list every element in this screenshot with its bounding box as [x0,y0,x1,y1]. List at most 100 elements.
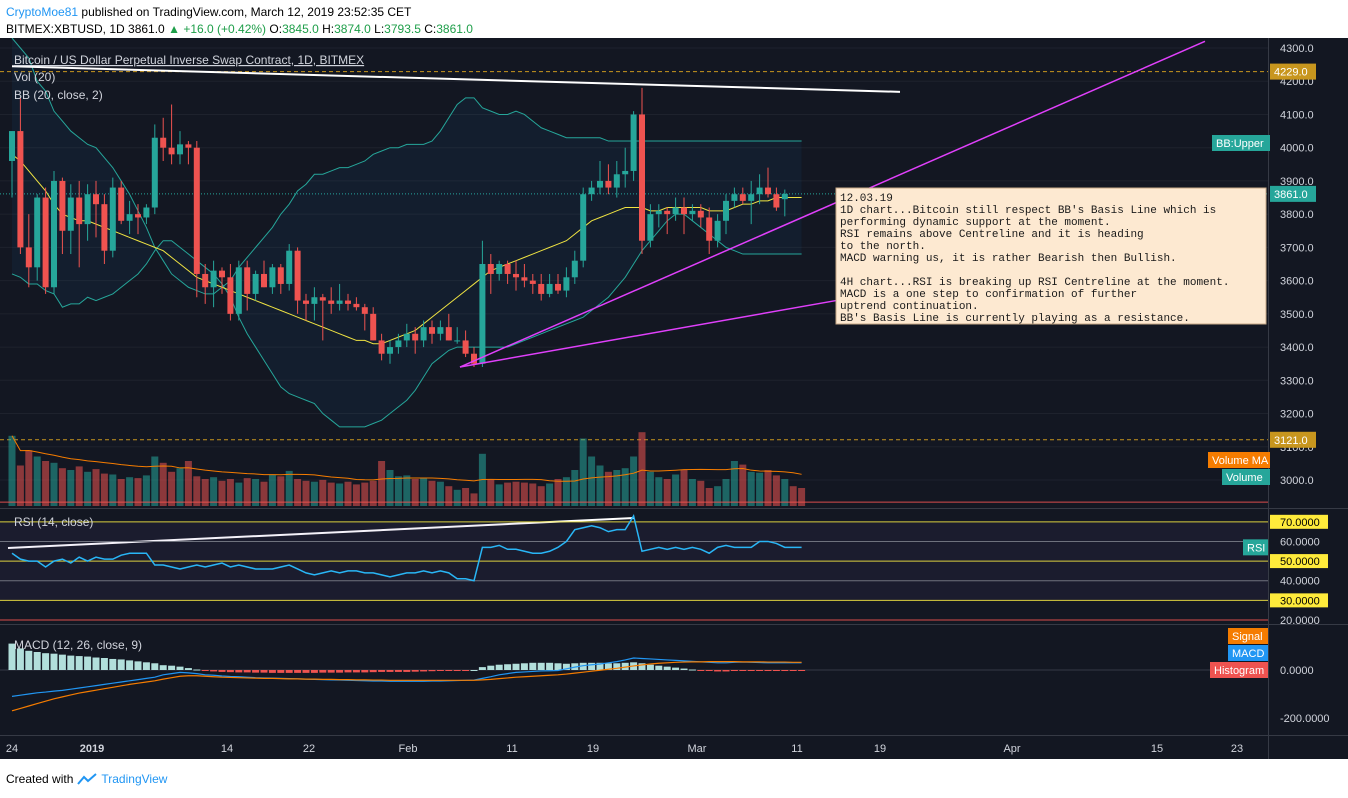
volume-bar [25,450,33,506]
volume-ma-line [11,435,802,482]
candle-body [504,264,511,274]
candle-body [202,273,209,288]
volume-bar [504,482,512,506]
publish-info: CryptoMoe81 published on TradingView.com… [6,5,411,19]
volume-bar [50,462,58,506]
volume-bar [579,438,587,506]
macd-histogram-bar [621,662,629,670]
macd-histogram-bar [42,653,50,670]
macd-histogram-bar [109,658,117,670]
ohlc-close: 3861.0 [436,22,473,36]
macd-histogram-bar [394,670,402,672]
macd-histogram-bar [327,670,335,673]
ohlc-close-label: C: [424,22,437,36]
candle-body [252,273,259,294]
candle-body [345,300,351,304]
volume-bar [638,432,646,506]
candle-body [311,297,318,304]
volume-bar [764,470,772,506]
candle-body [420,327,427,341]
candle-body [235,267,242,314]
volume-bar [352,484,360,506]
macd-tag [1228,645,1268,661]
candle-body [59,180,66,231]
macd-histogram-bar [613,663,621,670]
macd-legend[interactable]: MACD (12, 26, close, 9) [14,638,142,652]
volume-bar [268,474,276,506]
macd-tag-label: Histogram [1214,665,1264,677]
price-tag-label: 4229.0 [1274,67,1308,79]
price-tick-label: 3500.0 [1280,309,1314,321]
candle-body [168,147,175,155]
macd-histogram-bar [294,670,302,673]
macd-histogram-bar [336,670,344,673]
volume-bar [126,477,134,506]
volume-bar [613,470,621,506]
candle-body [219,270,225,278]
candle-body [143,207,150,218]
volume-bar [672,474,680,506]
candle-body [714,220,721,241]
price-tag [1212,135,1270,151]
price-tag-label: Volume MA [1212,455,1269,467]
rsi-series [0,501,1268,621]
macd-histogram-bar [25,650,33,670]
last-price: 3861.0 [128,22,165,36]
ohlc-open-label: O: [269,22,283,36]
rsi-pane[interactable] [0,509,1268,624]
macd-histogram-bar [554,663,562,670]
annotation-line: to the north. [840,241,926,253]
volume-bar [319,479,327,506]
volume-bar [688,479,696,506]
macd-histogram-bar [537,662,545,670]
annotation-line: performing dynamic support at the moment… [840,217,1111,229]
candle-body [571,260,578,278]
candle-body [269,267,276,288]
macd-histogram-bar [579,662,587,670]
volume-bar [184,461,192,506]
rsi-legend[interactable]: RSI (14, close) [14,515,93,529]
candle-body [76,197,83,225]
chart-canvas[interactable]: 4300.04200.04100.04000.03900.03800.03700… [0,38,1348,766]
candle-body [731,194,738,201]
candle-body [697,210,704,218]
volume-bar [58,468,66,506]
candle-body [437,327,444,334]
price-tag-label: 3121.0 [1274,435,1308,447]
volume-bar [403,475,411,506]
volume-bar [495,484,503,506]
ohlc-open: 3845.0 [282,22,319,36]
volume-bar [327,482,335,506]
volume-bar [378,461,386,506]
macd-pane[interactable] [0,625,1268,735]
candle-body [681,207,687,215]
footer-brand[interactable]: TradingView [101,772,168,786]
candle-body [361,307,368,314]
candle-body [563,277,570,291]
candle-body [93,194,99,205]
candle-body [496,264,503,274]
macd-histogram-bar [487,665,495,670]
volume-bar [772,475,780,506]
macd-histogram-bar [201,670,209,671]
candle-body [630,114,637,171]
volume-bar [176,468,184,506]
vol-legend[interactable]: Vol (20) [14,70,55,84]
bb-legend[interactable]: BB (20, close, 2) [14,88,103,102]
ohlc-high-label: H: [322,22,335,36]
macd-histogram-bar [268,670,276,673]
candle-body [286,250,293,284]
bb-fill [12,38,802,427]
annotation-date: 12.03.19 [840,193,893,205]
time-tick-label: 19 [587,743,599,755]
chart-title[interactable]: Bitcoin / US Dollar Perpetual Inverse Sw… [14,53,364,67]
trendlines [7,40,1206,549]
author-link[interactable]: CryptoMoe81 [6,5,79,19]
macd-histogram-bar [714,670,722,672]
annotation-note[interactable]: 12.03.19 1D chart...Bitcoin still respec… [835,187,1267,325]
price-tick-label: 3700.0 [1280,242,1314,254]
volume-bar [646,471,654,506]
annotation-box[interactable] [835,187,1267,325]
rsi-tick-label: 30.0000 [1280,595,1320,607]
price-axis-bg[interactable] [1268,38,1348,759]
